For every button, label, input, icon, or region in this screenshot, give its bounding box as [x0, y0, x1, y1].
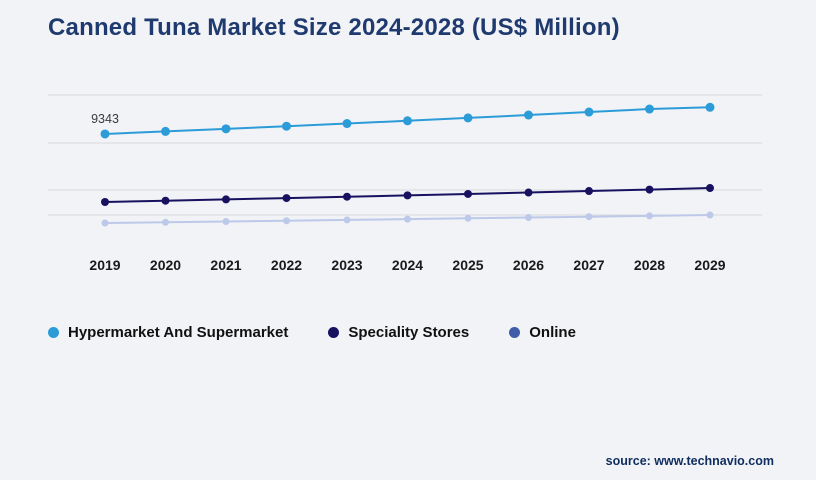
- chart-title: Canned Tuna Market Size 2024-2028 (US$ M…: [48, 14, 620, 41]
- data-point: [282, 121, 291, 131]
- data-point: [342, 119, 352, 129]
- legend-dot-hypermarket: [48, 327, 59, 338]
- data-point: [464, 214, 472, 222]
- data-point: [282, 194, 291, 203]
- legend-item-online: Online: [509, 324, 576, 341]
- x-axis-label: 2027: [573, 257, 604, 273]
- data-point: [403, 116, 412, 126]
- line-chart: 2019 2020 2021 2022 2023 2024 2025 2026 2027 2028…: [48, 94, 762, 273]
- data-point: [161, 126, 170, 136]
- data-point: [705, 102, 715, 112]
- x-axis-label: 2028: [634, 257, 665, 273]
- x-axis-label: 2019: [89, 257, 120, 273]
- source-attribution: source: www.technavio.com: [605, 454, 774, 468]
- data-point: [161, 196, 170, 205]
- data-point: [101, 219, 109, 227]
- data-point: [101, 197, 109, 206]
- x-axis-label: 2020: [150, 257, 181, 273]
- data-point: [283, 217, 290, 225]
- x-axis-label: 2023: [331, 257, 362, 273]
- data-point: [585, 213, 593, 221]
- data-point: [343, 192, 351, 201]
- x-axis-label: 2022: [271, 257, 302, 273]
- data-point: [524, 188, 533, 197]
- legend-dot-online: [509, 327, 521, 338]
- x-axis-label: 2026: [513, 257, 544, 273]
- data-point: [585, 187, 593, 196]
- legend-item-speciality: Speciality Stores: [328, 324, 469, 341]
- legend-label-speciality: Speciality Stores: [348, 324, 470, 341]
- data-point: [404, 215, 411, 223]
- data-point: [100, 129, 110, 139]
- chart-legend: Hypermarket And Supermarket Speciality S…: [48, 324, 576, 341]
- data-point: [222, 218, 230, 226]
- legend-dot-speciality: [328, 327, 340, 338]
- data-point: [645, 185, 654, 194]
- data-point: [162, 218, 169, 226]
- x-axis-label: 2025: [452, 257, 483, 273]
- data-point: [221, 124, 231, 134]
- data-point: [403, 191, 412, 200]
- data-point: [706, 211, 714, 219]
- data-point: [706, 184, 714, 193]
- data-point: [222, 195, 230, 204]
- legend-item-hypermarket: Hypermarket And Supermarket: [48, 324, 288, 341]
- data-point: [584, 107, 594, 117]
- legend-label-hypermarket: Hypermarket And Supermarket: [68, 324, 289, 341]
- data-point: [524, 110, 533, 120]
- legend-label-online: Online: [529, 324, 576, 341]
- data-point: [463, 113, 473, 123]
- x-axis-label: 2029: [694, 257, 725, 273]
- data-point: [525, 214, 532, 221]
- data-label: 9343: [91, 112, 119, 126]
- data-point: [645, 104, 654, 114]
- data-point: [646, 212, 653, 220]
- data-point: [464, 189, 472, 198]
- x-axis-label: 2021: [210, 257, 241, 273]
- x-axis-label: 2024: [392, 257, 423, 273]
- data-point: [343, 216, 351, 224]
